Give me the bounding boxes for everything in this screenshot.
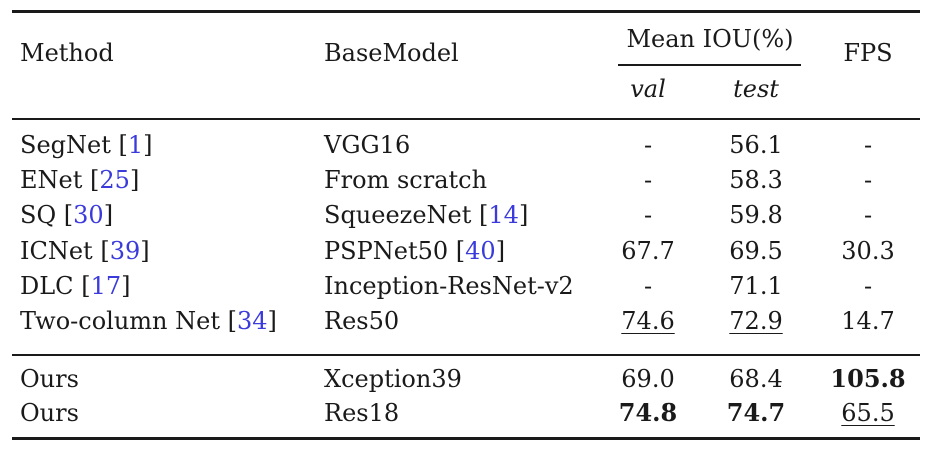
val-value: 67.7	[621, 237, 675, 265]
header-rule	[12, 118, 920, 120]
top-rule	[12, 10, 920, 13]
ours-val-value: 69.0	[621, 365, 675, 393]
fps-value: -	[863, 201, 873, 229]
fps-value: -	[863, 131, 873, 159]
base-model-name: PSPNet50	[324, 237, 449, 265]
method-name: Two-column Net	[20, 307, 220, 335]
ours-fps-value-underlined: 65.5	[841, 399, 895, 427]
ours-base-model: Res18	[324, 399, 400, 427]
table-row-method: DLC [17]	[20, 271, 130, 301]
ours-base-model: Xception39	[324, 365, 462, 393]
header-mean-iou: Mean IOU(%)	[626, 25, 794, 53]
val-value-underlined: 74.6	[621, 307, 675, 335]
test-value: 59.8	[729, 201, 783, 229]
method-name: SQ	[20, 201, 57, 229]
citation: [30]	[63, 201, 114, 229]
citation-link[interactable]: 34	[236, 307, 268, 335]
citation-link[interactable]: 30	[73, 201, 104, 229]
citation-link[interactable]: 39	[109, 237, 141, 265]
test-value: 72.9	[714, 306, 798, 336]
method-name: DLC	[20, 272, 74, 300]
citation-link[interactable]: 17	[90, 272, 122, 300]
citation: [39]	[100, 237, 150, 265]
base-model: From scratch	[324, 166, 488, 194]
val-value: -	[643, 131, 653, 159]
header-base-model: BaseModel	[324, 39, 459, 67]
test-value-underlined: 72.9	[729, 307, 783, 335]
table-row-method: ICNet [39]	[20, 236, 150, 266]
mean-iou-underline	[618, 64, 801, 66]
test-value: 56.1	[729, 131, 783, 159]
base-model: SqueezeNet [14]	[324, 200, 528, 230]
citation: [14]	[479, 201, 529, 229]
citation: [17]	[81, 272, 131, 300]
base-model: PSPNet50 [40]	[324, 236, 505, 266]
citation: [34]	[227, 307, 277, 335]
method-name: ENet	[20, 166, 83, 194]
val-value: -	[643, 272, 653, 300]
ours-method: Ours	[20, 399, 79, 427]
table-row-method: SQ [30]	[20, 200, 113, 230]
val-value: -	[643, 201, 653, 229]
base-model-name: SqueezeNet	[324, 201, 472, 229]
ours-test-value-bold: 74.7	[726, 398, 786, 427]
table-row-method: Two-column Net [34]	[20, 306, 277, 336]
ours-fps-value-bold: 105.8	[830, 364, 906, 393]
test-value: 69.5	[729, 237, 783, 265]
header-test: test	[733, 75, 779, 103]
citation-link[interactable]: 14	[488, 201, 519, 229]
ours-fps-value: 65.5	[822, 398, 914, 428]
ours-method: Ours	[20, 365, 79, 393]
citation-link[interactable]: 40	[465, 237, 496, 265]
test-value: 58.3	[729, 166, 783, 194]
header-method: Method	[20, 39, 114, 67]
citation-link[interactable]: 25	[99, 166, 130, 194]
base-model: Inception-ResNet-v2	[324, 272, 574, 300]
ours-val-value-bold: 74.8	[618, 398, 678, 427]
citation: [25]	[90, 166, 140, 194]
ours-rule	[12, 354, 920, 356]
header-fps: FPS	[843, 39, 893, 67]
table-row-method: SegNet [1]	[20, 130, 153, 160]
base-model: Res50	[324, 307, 400, 335]
fps-value: 14.7	[841, 307, 895, 335]
citation-link[interactable]: 1	[127, 131, 144, 159]
test-value: 71.1	[729, 272, 783, 300]
method-name: SegNet	[20, 131, 111, 159]
val-value: 74.6	[612, 306, 684, 336]
table-row-method: ENet [25]	[20, 165, 139, 195]
method-name: ICNet	[20, 237, 93, 265]
citation: [1]	[118, 131, 153, 159]
citation: [40]	[455, 237, 506, 265]
base-model: VGG16	[324, 131, 411, 159]
fps-value: -	[863, 166, 873, 194]
val-value: -	[643, 166, 653, 194]
fps-value: -	[863, 272, 873, 300]
ours-test-value: 68.4	[729, 365, 783, 393]
fps-value: 30.3	[841, 237, 895, 265]
header-val: val	[630, 75, 666, 103]
bottom-rule	[12, 437, 920, 440]
